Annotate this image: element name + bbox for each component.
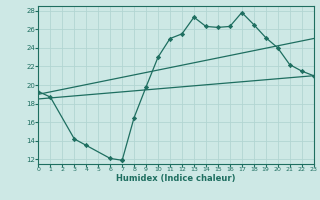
X-axis label: Humidex (Indice chaleur): Humidex (Indice chaleur) (116, 174, 236, 183)
